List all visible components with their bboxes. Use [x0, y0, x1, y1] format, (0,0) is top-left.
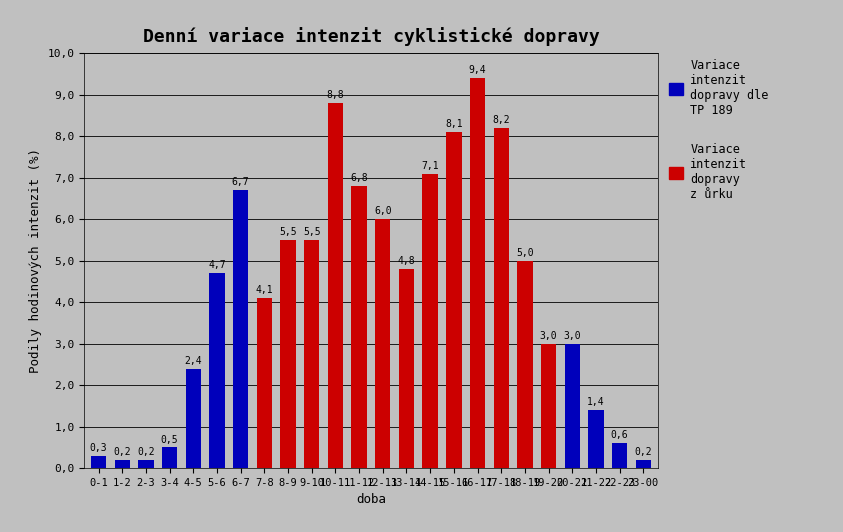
Bar	[352, 186, 367, 468]
Bar	[91, 456, 106, 468]
Text: 0,2: 0,2	[137, 447, 155, 457]
Bar	[209, 273, 224, 468]
Text: 0,3: 0,3	[89, 443, 107, 453]
Title: Denní variace intenzit cyklistické dopravy: Denní variace intenzit cyklistické dopra…	[142, 27, 599, 46]
Text: 4,7: 4,7	[208, 260, 226, 270]
Bar	[422, 173, 438, 468]
Bar	[399, 269, 414, 468]
Legend: Variace
intenzit
dopravy dle
TP 189, Variace
intenzit
dopravy
z ůrku: Variace intenzit dopravy dle TP 189, Var…	[669, 59, 769, 201]
Text: 2,4: 2,4	[185, 356, 202, 365]
Bar	[518, 261, 533, 468]
Bar	[328, 103, 343, 468]
Bar	[470, 78, 486, 468]
Text: 0,2: 0,2	[635, 447, 652, 457]
Bar	[115, 460, 130, 468]
Text: 5,0: 5,0	[516, 248, 534, 258]
X-axis label: doba: doba	[356, 494, 386, 506]
Y-axis label: Podily hodinových intenzit (%): Podily hodinových intenzit (%)	[29, 148, 42, 373]
Bar	[233, 190, 249, 468]
Bar	[185, 369, 201, 468]
Bar	[256, 298, 272, 468]
Text: 5,5: 5,5	[303, 227, 320, 237]
Bar	[636, 460, 651, 468]
Bar	[588, 410, 604, 468]
Text: 7,1: 7,1	[422, 161, 439, 171]
Text: 1,4: 1,4	[587, 397, 604, 407]
Bar	[493, 128, 509, 468]
Text: 3,0: 3,0	[540, 331, 557, 341]
Text: 9,4: 9,4	[469, 65, 486, 75]
Text: 6,0: 6,0	[374, 206, 392, 217]
Text: 6,7: 6,7	[232, 177, 250, 187]
Text: 8,1: 8,1	[445, 119, 463, 129]
Text: 4,1: 4,1	[255, 285, 273, 295]
Text: 8,2: 8,2	[492, 115, 510, 125]
Bar	[565, 344, 580, 468]
Bar	[446, 132, 461, 468]
Bar	[612, 443, 627, 468]
Text: 3,0: 3,0	[563, 331, 581, 341]
Bar	[281, 240, 296, 468]
Text: 0,2: 0,2	[114, 447, 131, 457]
Text: 5,5: 5,5	[279, 227, 297, 237]
Text: 0,6: 0,6	[611, 430, 628, 440]
Bar	[541, 344, 556, 468]
Text: 0,5: 0,5	[161, 435, 179, 445]
Bar	[375, 219, 390, 468]
Text: 4,8: 4,8	[398, 256, 416, 266]
Bar	[138, 460, 153, 468]
Bar	[304, 240, 319, 468]
Bar	[162, 447, 177, 468]
Text: 6,8: 6,8	[350, 173, 368, 183]
Text: 8,8: 8,8	[326, 90, 344, 100]
